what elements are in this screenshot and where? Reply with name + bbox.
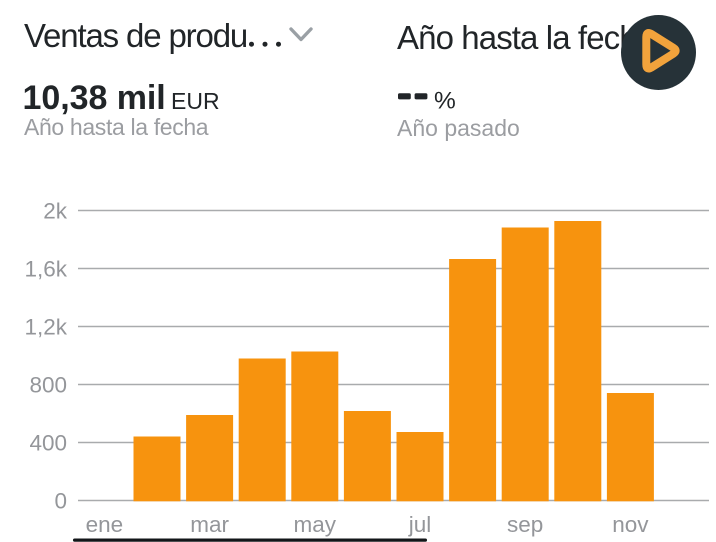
svg-text:nov: nov bbox=[612, 512, 649, 537]
svg-text:Ventas de produ: Ventas de produ bbox=[24, 17, 247, 54]
svg-text:Año hasta la fecha: Año hasta la fecha bbox=[397, 19, 656, 56]
svg-text:1,2k: 1,2k bbox=[24, 315, 67, 340]
svg-text:0: 0 bbox=[54, 489, 67, 514]
svg-text:jul: jul bbox=[408, 512, 432, 537]
svg-text:2k: 2k bbox=[43, 199, 68, 224]
svg-text:400: 400 bbox=[29, 431, 67, 456]
svg-text:EUR: EUR bbox=[171, 88, 220, 114]
svg-text:Año hasta la fecha: Año hasta la fecha bbox=[24, 114, 209, 140]
svg-text:1,6k: 1,6k bbox=[24, 257, 67, 282]
svg-text:ene: ene bbox=[86, 512, 124, 537]
svg-text:10,38 mil: 10,38 mil bbox=[23, 79, 166, 117]
svg-text:800: 800 bbox=[29, 373, 67, 398]
svg-text:%: % bbox=[434, 88, 456, 115]
svg-text:sep: sep bbox=[507, 512, 543, 537]
svg-text:may: may bbox=[294, 512, 337, 537]
svg-text:mar: mar bbox=[190, 512, 229, 537]
svg-text:Año pasado: Año pasado bbox=[397, 115, 520, 141]
